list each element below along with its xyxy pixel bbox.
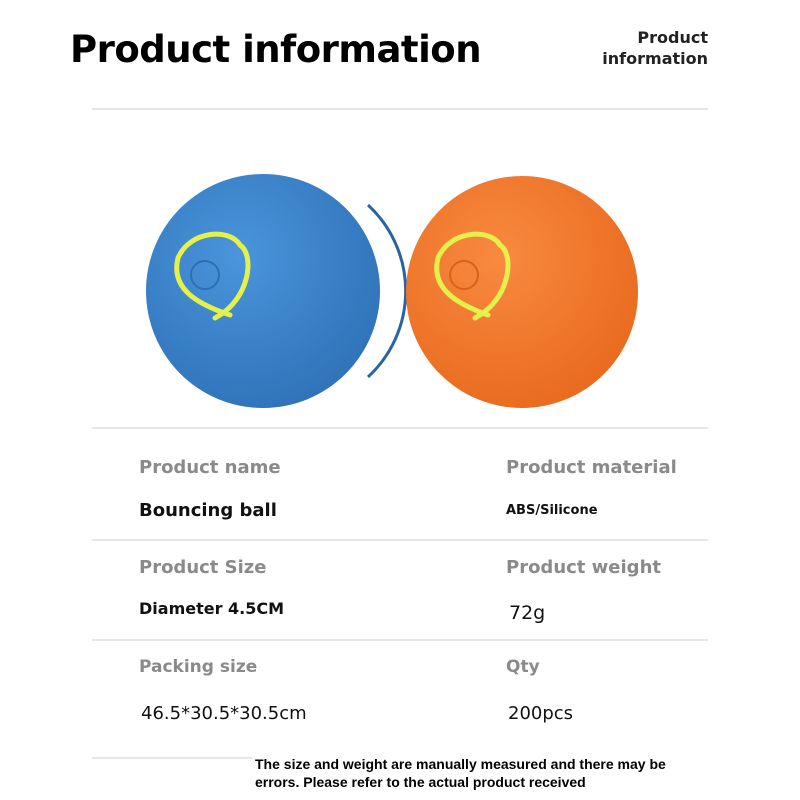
disclaimer-note: The size and weight are manually measure… xyxy=(255,755,795,791)
corner-label-line1: Product xyxy=(637,28,708,47)
page-title: Product information xyxy=(70,28,482,71)
product-image xyxy=(146,174,638,408)
packing-size-label: Packing size xyxy=(139,657,258,677)
product-name-value: Bouncing ball xyxy=(139,500,277,521)
disclaimer-line1: The size and weight are manually measure… xyxy=(255,756,666,772)
divider xyxy=(92,757,252,759)
packing-size-value: 46.5*30.5*30.5cm xyxy=(141,703,307,724)
orange-ball xyxy=(406,176,638,408)
qty-value: 200pcs xyxy=(508,703,574,724)
product-size-value: Diameter 4.5CM xyxy=(139,599,285,618)
divider xyxy=(92,639,708,641)
divider xyxy=(92,108,708,110)
product-material-label: Product material xyxy=(506,457,677,478)
divider xyxy=(92,539,708,541)
product-weight-value: 72g xyxy=(509,602,546,624)
corner-label: Product information xyxy=(602,27,708,69)
product-name-label: Product name xyxy=(139,457,281,478)
blue-ball xyxy=(146,174,408,408)
product-size-label: Product Size xyxy=(139,557,267,578)
corner-label-line2: information xyxy=(602,49,708,68)
qty-label: Qty xyxy=(506,657,540,677)
product-weight-label: Product weight xyxy=(506,557,661,578)
disclaimer-line2: errors. Please refer to the actual produ… xyxy=(255,774,586,790)
product-material-value: ABS/Silicone xyxy=(506,503,598,518)
divider xyxy=(92,427,708,429)
